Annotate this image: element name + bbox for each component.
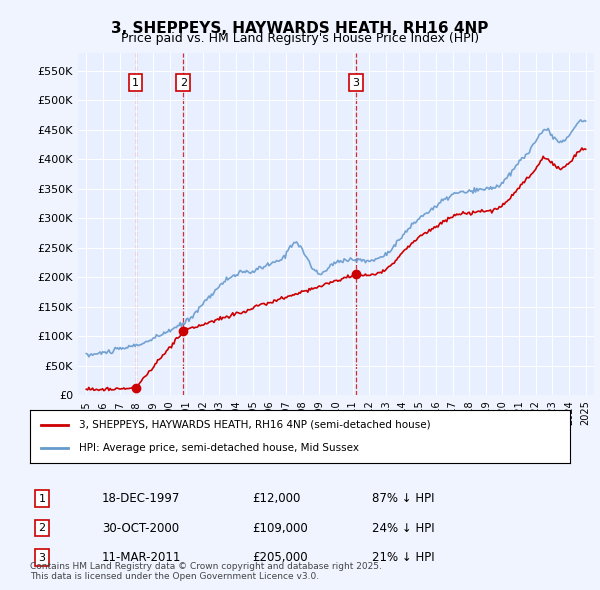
Text: 11-MAR-2011: 11-MAR-2011 — [102, 551, 181, 564]
Text: 21% ↓ HPI: 21% ↓ HPI — [372, 551, 434, 564]
Text: 87% ↓ HPI: 87% ↓ HPI — [372, 492, 434, 505]
Text: 3, SHEPPEYS, HAYWARDS HEATH, RH16 4NP: 3, SHEPPEYS, HAYWARDS HEATH, RH16 4NP — [112, 21, 488, 35]
Text: Contains HM Land Registry data © Crown copyright and database right 2025.
This d: Contains HM Land Registry data © Crown c… — [30, 562, 382, 581]
Text: £12,000: £12,000 — [252, 492, 301, 505]
Text: 3: 3 — [352, 78, 359, 87]
Text: 30-OCT-2000: 30-OCT-2000 — [102, 522, 179, 535]
Text: Price paid vs. HM Land Registry's House Price Index (HPI): Price paid vs. HM Land Registry's House … — [121, 32, 479, 45]
Text: HPI: Average price, semi-detached house, Mid Sussex: HPI: Average price, semi-detached house,… — [79, 443, 359, 453]
Text: 3, SHEPPEYS, HAYWARDS HEATH, RH16 4NP (semi-detached house): 3, SHEPPEYS, HAYWARDS HEATH, RH16 4NP (s… — [79, 420, 430, 430]
Text: 3: 3 — [38, 553, 46, 562]
Text: 1: 1 — [38, 494, 46, 503]
Text: £205,000: £205,000 — [252, 551, 308, 564]
Text: 24% ↓ HPI: 24% ↓ HPI — [372, 522, 434, 535]
Text: 2: 2 — [38, 523, 46, 533]
Text: £109,000: £109,000 — [252, 522, 308, 535]
Text: 2: 2 — [180, 78, 187, 87]
Text: 1: 1 — [132, 78, 139, 87]
Text: 18-DEC-1997: 18-DEC-1997 — [102, 492, 181, 505]
